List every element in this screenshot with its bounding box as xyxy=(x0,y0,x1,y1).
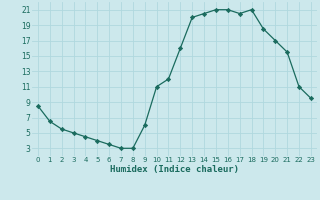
X-axis label: Humidex (Indice chaleur): Humidex (Indice chaleur) xyxy=(110,165,239,174)
